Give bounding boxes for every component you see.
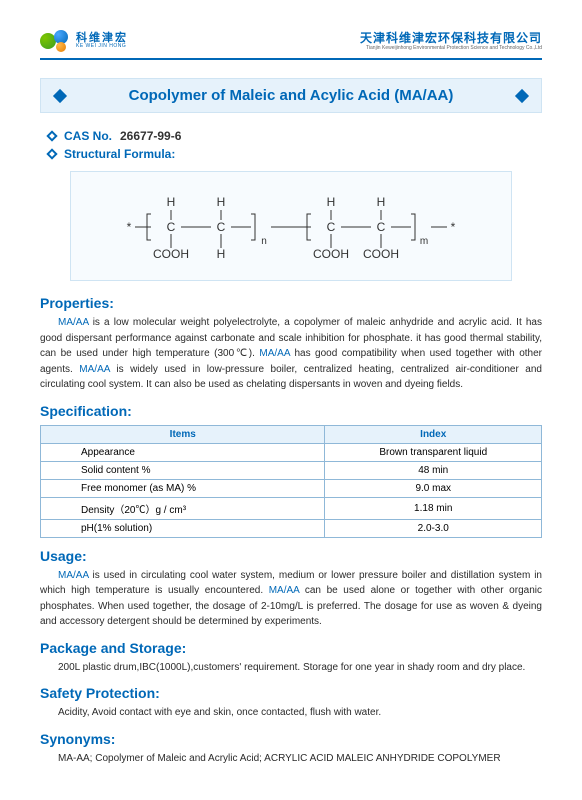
- safety-heading: Safety Protection:: [40, 685, 542, 701]
- specification-table: Items Index AppearanceBrown transparent …: [40, 425, 542, 538]
- usage-text: MA/AA is used in circulating cool water …: [40, 568, 542, 630]
- svg-text:C: C: [327, 220, 336, 234]
- svg-text:COOH: COOH: [363, 247, 399, 261]
- company-en: Tianjin Keweijinhong Environmental Prote…: [360, 45, 542, 51]
- table-row: Solid content %48 min: [41, 461, 542, 479]
- svg-text:*: *: [451, 220, 456, 234]
- usage-heading: Usage:: [40, 548, 542, 564]
- cas-row: CAS No. 26677-99-6: [48, 129, 542, 143]
- synonyms-heading: Synonyms:: [40, 731, 542, 747]
- spec-col-index: Index: [325, 425, 542, 443]
- logo: 科维津宏 KE WEI JIN HONG: [40, 30, 128, 52]
- svg-text:n: n: [261, 236, 267, 247]
- svg-text:H: H: [377, 195, 386, 209]
- specification-heading: Specification:: [40, 403, 542, 419]
- svg-text:C: C: [167, 220, 176, 234]
- company-name: 天津科维津宏环保科技有限公司 Tianjin Keweijinhong Envi…: [360, 31, 542, 51]
- logo-text: 科维津宏 KE WEI JIN HONG: [76, 33, 128, 49]
- svg-text:H: H: [167, 195, 176, 209]
- formula-svg: * H H C C COOH H H H C C COOH COOH * n m: [111, 186, 471, 266]
- svg-text:*: *: [127, 220, 132, 234]
- package-text: 200L plastic drum,IBC(1000L),customers' …: [40, 660, 542, 676]
- svg-text:H: H: [327, 195, 336, 209]
- safety-text: Acidity, Avoid contact with eye and skin…: [40, 705, 542, 721]
- company-cn: 天津科维津宏环保科技有限公司: [360, 31, 542, 45]
- table-row: Free monomer (as MA) %9.0 max: [41, 479, 542, 497]
- page-header: 科维津宏 KE WEI JIN HONG 天津科维津宏环保科技有限公司 Tian…: [40, 30, 542, 60]
- properties-heading: Properties:: [40, 295, 542, 311]
- logo-mark-icon: [40, 30, 70, 52]
- page-title: Copolymer of Maleic and Acylic Acid (MA/…: [75, 87, 507, 104]
- formula-label: Structural Formula:: [64, 147, 175, 161]
- diamond-icon: [515, 88, 529, 102]
- diamond-icon: [53, 88, 67, 102]
- package-heading: Package and Storage:: [40, 640, 542, 656]
- logo-pinyin: KE WEI JIN HONG: [76, 44, 128, 49]
- cas-label: CAS No.: [64, 129, 112, 143]
- title-bar: Copolymer of Maleic and Acylic Acid (MA/…: [40, 78, 542, 113]
- svg-text:C: C: [217, 220, 226, 234]
- page: 科维津宏 KE WEI JIN HONG 天津科维津宏环保科技有限公司 Tian…: [0, 0, 582, 800]
- structural-formula: * H H C C COOH H H H C C COOH COOH * n m: [70, 171, 512, 281]
- spec-col-items: Items: [41, 425, 325, 443]
- properties-text: MA/AA is a low molecular weight polyelec…: [40, 315, 542, 393]
- table-row: Density（20℃）g / cm³1.18 min: [41, 497, 542, 519]
- svg-text:COOH: COOH: [313, 247, 349, 261]
- svg-text:H: H: [217, 247, 226, 261]
- svg-text:COOH: COOH: [153, 247, 189, 261]
- svg-text:C: C: [377, 220, 386, 234]
- synonyms-text: MA-AA; Copolymer of Maleic and Acrylic A…: [40, 751, 542, 767]
- table-row: AppearanceBrown transparent liquid: [41, 443, 542, 461]
- cas-value: 26677-99-6: [120, 129, 181, 143]
- formula-label-row: Structural Formula:: [48, 147, 542, 161]
- diamond-outline-icon: [46, 130, 57, 141]
- svg-text:m: m: [420, 236, 428, 247]
- diamond-outline-icon: [46, 148, 57, 159]
- table-row: pH(1% solution)2.0-3.0: [41, 519, 542, 537]
- svg-text:H: H: [217, 195, 226, 209]
